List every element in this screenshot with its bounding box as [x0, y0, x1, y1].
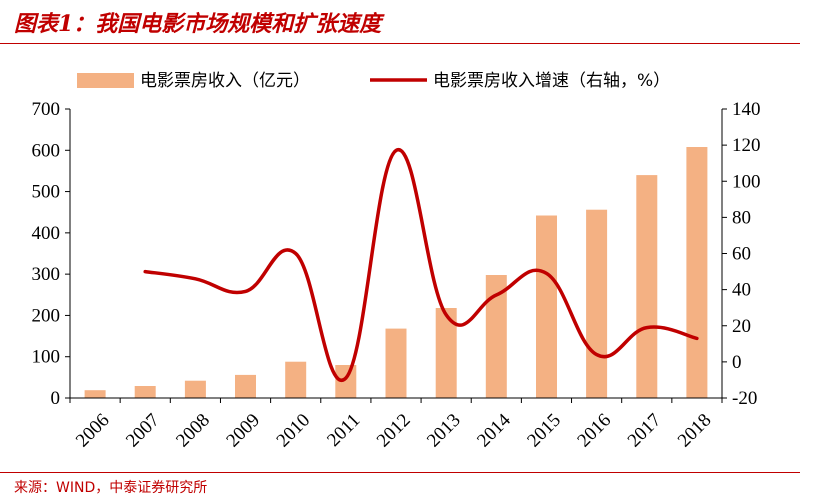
right-tick-label: 0	[732, 352, 742, 373]
right-tick-label: 120	[732, 135, 761, 156]
right-tick-label: 20	[732, 316, 751, 337]
title-divider	[0, 43, 800, 44]
right-tick-label: 100	[732, 171, 761, 192]
x-tick-label-2018: 2018	[674, 410, 716, 452]
footer-divider	[0, 472, 800, 473]
legend-line-label: 电影票房收入增速（右轴，%）	[433, 71, 670, 91]
x-tick-label-2009: 2009	[222, 410, 264, 452]
x-tick-label-2015: 2015	[523, 410, 565, 452]
right-tick-label: -20	[732, 388, 757, 409]
bar-2014	[485, 275, 507, 398]
right-tick-label: 60	[732, 244, 751, 265]
legend-bar-label: 电影票房收入（亿元）	[140, 71, 310, 91]
x-tick-label-2010: 2010	[273, 410, 315, 452]
bar-2012	[385, 328, 407, 398]
x-tick-label-2014: 2014	[473, 409, 515, 451]
x-tick-label-2016: 2016	[573, 410, 615, 452]
left-tick-label: 400	[32, 223, 61, 244]
bar-2011	[335, 365, 357, 398]
bar-2010	[285, 361, 307, 398]
bar-2009	[235, 374, 256, 398]
bar-2006	[84, 390, 106, 398]
left-tick-label: 300	[32, 264, 61, 285]
bar-2017	[636, 175, 658, 398]
axes	[65, 108, 727, 403]
left-tick-label: 200	[32, 305, 61, 326]
bars	[84, 147, 708, 398]
x-tick-label-2008: 2008	[172, 410, 214, 452]
growth-line-layer	[143, 148, 699, 383]
bar-2013	[435, 308, 457, 398]
left-tick-label: 600	[32, 140, 61, 161]
left-tick-label: 500	[32, 182, 61, 203]
left-tick-label: 100	[32, 347, 61, 368]
right-tick-label: 140	[732, 99, 761, 120]
right-tick-label: 40	[732, 280, 751, 301]
left-tick-label: 700	[32, 99, 61, 120]
x-tick-label-2012: 2012	[373, 410, 415, 452]
growth-line	[143, 148, 699, 383]
bar-2015	[536, 215, 557, 398]
right-axis-ticks: -20 0 20 40 60 80 100 120 140	[732, 99, 761, 409]
x-tick-label-2011: 2011	[323, 410, 364, 451]
left-axis-ticks: 0 100 200 300 400 500 600 700	[32, 99, 61, 409]
bar-2016	[586, 209, 608, 398]
x-tick-label-2013: 2013	[423, 410, 465, 452]
right-tick-label: 80	[732, 207, 751, 228]
bar-2008	[184, 380, 206, 398]
source-note: 来源：WIND，中泰证券研究所	[14, 480, 208, 496]
x-tick-label-2007: 2007	[122, 410, 164, 452]
bar-2018	[686, 147, 708, 398]
x-tick-label-2006: 2006	[72, 410, 114, 452]
bar-2007	[134, 386, 156, 398]
figure-title: 图表1：我国电影市场规模和扩张速度	[14, 11, 382, 37]
x-axis-ticks: 2006 2007 2008 2009 2010 2011 2012 2013 2014 2015…	[72, 409, 716, 451]
left-tick-label: 0	[51, 388, 61, 409]
legend-bar-swatch	[77, 73, 134, 88]
legend: 电影票房收入（亿元） 电影票房收入增速（右轴，%）	[77, 71, 670, 91]
x-tick-label-2017: 2017	[624, 410, 666, 452]
